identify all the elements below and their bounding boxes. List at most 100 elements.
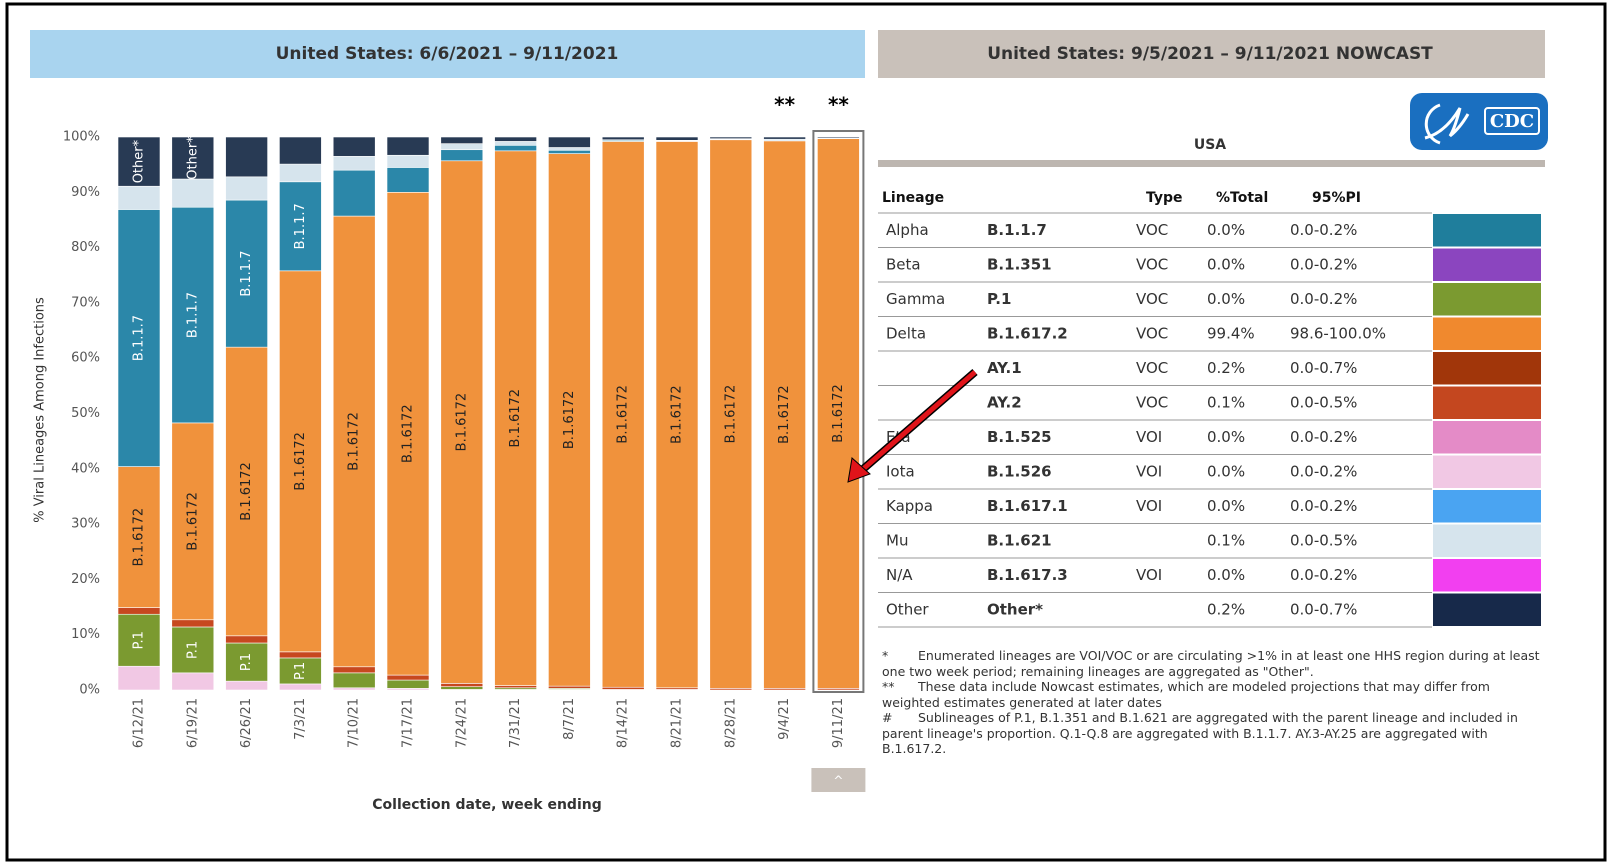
region: USA bbox=[1194, 137, 1226, 153]
y-tick-label: 50% bbox=[71, 406, 100, 421]
table-cell: AY.2 bbox=[987, 393, 1022, 411]
bar-segment bbox=[601, 136, 645, 141]
bar-label: B.1.6172 bbox=[831, 384, 846, 443]
bar-segment bbox=[117, 466, 161, 608]
x-tick-label: 7/24/21 bbox=[454, 698, 469, 748]
table-cell: B.1.617.2 bbox=[987, 324, 1068, 342]
table-cell: B.1.526 bbox=[987, 462, 1052, 480]
footnote-text: These data include Nowcast estimates, wh… bbox=[882, 679, 1490, 710]
table-header: Lineage bbox=[882, 190, 944, 206]
table-cell: B.1.617.3 bbox=[987, 566, 1068, 584]
bar-segment bbox=[117, 136, 161, 187]
nowcast-strip bbox=[878, 30, 1545, 78]
bar-segment bbox=[817, 138, 860, 689]
bar-segment bbox=[117, 185, 161, 210]
y-tick-label: 10% bbox=[71, 627, 100, 642]
color-swatch bbox=[1433, 283, 1541, 316]
x-axis-label: Collection date, week ending bbox=[372, 797, 601, 813]
scroll-button-label: ^ bbox=[833, 774, 843, 788]
table-cell: VOC bbox=[1136, 255, 1168, 273]
bar-segment bbox=[171, 422, 215, 621]
table-cell: B.1.1.7 bbox=[987, 221, 1047, 239]
footnote: # Sublineages of P.1, B.1.351 and B.1.621… bbox=[882, 710, 1542, 757]
y-tick-label: 40% bbox=[71, 461, 100, 476]
arrow-shaft bbox=[860, 370, 977, 472]
bar-segment bbox=[548, 136, 591, 148]
nowcast-highlight bbox=[812, 130, 865, 693]
table-cell: 99.4% bbox=[1207, 324, 1255, 342]
y-tick-label: 0% bbox=[79, 683, 100, 698]
table-cell: VOC bbox=[1136, 324, 1168, 342]
x-tick-label: 8/21/21 bbox=[670, 698, 685, 748]
bar-segment bbox=[279, 657, 322, 685]
bar-segment bbox=[117, 209, 161, 467]
table-cell: 0.0-0.2% bbox=[1290, 290, 1357, 308]
bar-segment bbox=[225, 680, 268, 691]
table-cell: 0.0-0.2% bbox=[1290, 497, 1357, 515]
bar-segment bbox=[332, 666, 376, 674]
bar-segment bbox=[279, 651, 322, 659]
y-tick-label: 20% bbox=[71, 572, 100, 587]
scroll-button bbox=[811, 768, 866, 792]
y-tick-label: 100% bbox=[63, 130, 100, 145]
bar-segment bbox=[225, 346, 268, 637]
table-cell: P.1 bbox=[987, 290, 1011, 308]
x-tick-label: 8/7/21 bbox=[562, 698, 577, 740]
bar-segment bbox=[601, 141, 645, 688]
bar-segment bbox=[440, 143, 484, 151]
table-cell: B.1.351 bbox=[987, 255, 1052, 273]
x-tick-label: 9/4/21 bbox=[777, 698, 792, 740]
bar-segment bbox=[225, 635, 268, 644]
table-cell: N/A bbox=[886, 566, 913, 584]
bar-segment bbox=[279, 270, 322, 653]
color-swatch bbox=[1433, 559, 1541, 592]
bar-label: B.1.6172 bbox=[777, 385, 792, 444]
bar-segment bbox=[332, 156, 376, 171]
table-cell: Beta bbox=[886, 255, 921, 273]
bar-segment bbox=[279, 181, 322, 272]
bar-segment bbox=[763, 136, 806, 140]
x-tick-label: 6/19/21 bbox=[185, 698, 200, 748]
bar-segment bbox=[440, 149, 484, 162]
y-tick-label: 90% bbox=[71, 185, 100, 200]
bar-segment bbox=[386, 192, 430, 676]
table-cell: VOI bbox=[1136, 428, 1162, 446]
nowcast-title: United States: 9/5/2021 – 9/11/2021 NOWC… bbox=[987, 44, 1433, 64]
table-cell: 0.0-0.5% bbox=[1290, 393, 1357, 411]
table-cell: 0.0% bbox=[1207, 221, 1245, 239]
bar-segment bbox=[171, 626, 215, 674]
table-cell: 0.2% bbox=[1207, 600, 1245, 618]
bar-label: P.1 bbox=[293, 662, 308, 680]
table-cell: B.1.525 bbox=[987, 428, 1052, 446]
x-tick-label: 7/31/21 bbox=[508, 698, 523, 748]
bar-segment bbox=[279, 163, 322, 183]
table-cell: 0.0-0.7% bbox=[1290, 600, 1357, 618]
arrow-head bbox=[847, 457, 871, 483]
table-cell: Alpha bbox=[886, 221, 929, 239]
bar-segment bbox=[117, 613, 161, 667]
bar-segment bbox=[655, 141, 699, 689]
table-cell: AY.1 bbox=[987, 359, 1022, 377]
footnotes: * Enumerated lineages are VOI/VOC or are … bbox=[882, 648, 1542, 757]
table-cell: VOC bbox=[1136, 290, 1168, 308]
x-tick-label: 6/12/21 bbox=[132, 698, 147, 748]
bar-segment bbox=[332, 215, 376, 668]
logo-icon bbox=[1424, 103, 1470, 145]
bar-segment bbox=[332, 687, 376, 691]
table-cell: B.1.621 bbox=[987, 531, 1052, 549]
table-cell: Delta bbox=[886, 324, 926, 342]
table-cell: 0.0-0.2% bbox=[1290, 462, 1357, 480]
table-cell: 0.2% bbox=[1207, 359, 1245, 377]
logo-box bbox=[1484, 107, 1540, 135]
x-tick-label: 9/11/21 bbox=[831, 698, 846, 748]
bar-label: B.1.6172 bbox=[347, 412, 362, 471]
table-cell: Gamma bbox=[886, 290, 945, 308]
color-swatch bbox=[1433, 455, 1541, 488]
color-swatch bbox=[1433, 421, 1541, 454]
bar-label: P.1 bbox=[239, 653, 254, 671]
bar-label: B.1.1.7 bbox=[185, 292, 200, 338]
bar-segment bbox=[548, 685, 591, 689]
color-swatch bbox=[1433, 593, 1541, 626]
bar-segment bbox=[548, 147, 591, 151]
table-cell: B.1.617.1 bbox=[987, 497, 1068, 515]
